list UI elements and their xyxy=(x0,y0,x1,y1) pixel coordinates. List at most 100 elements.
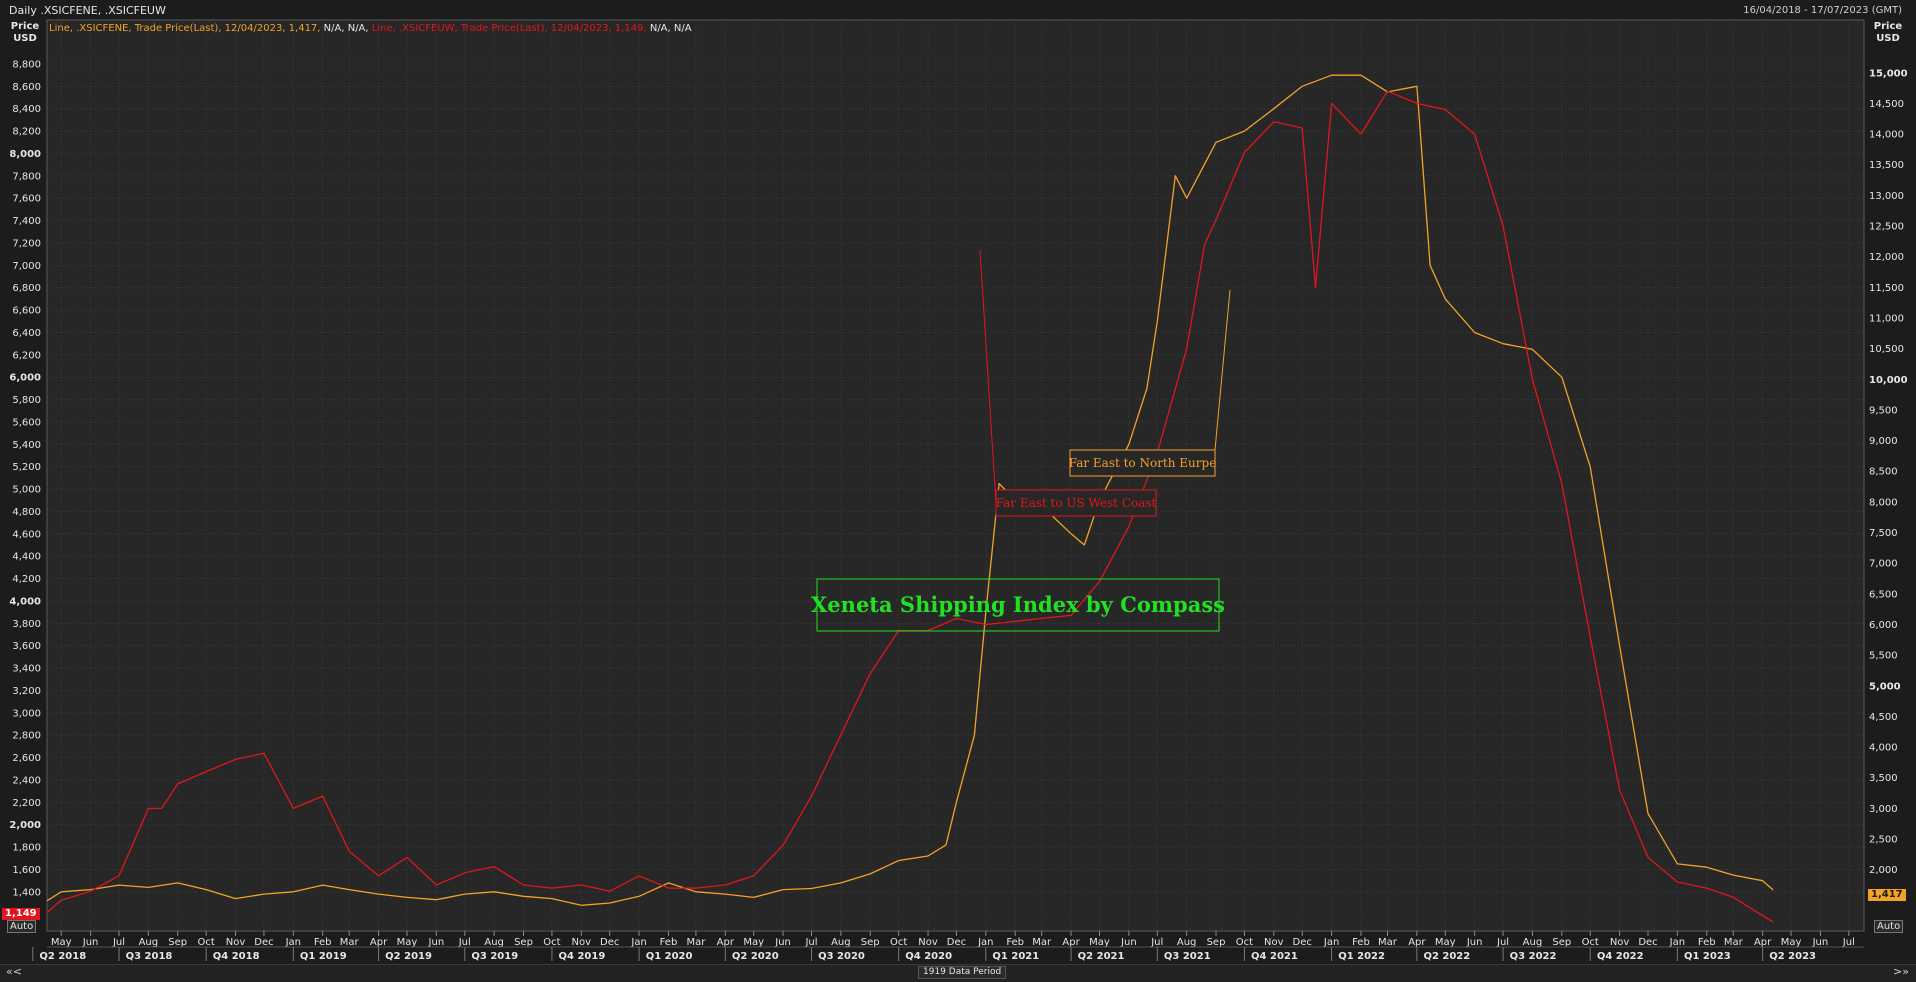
month-label: May xyxy=(397,937,418,948)
month-label: May xyxy=(1089,937,1110,948)
left-tick-label: 7,800 xyxy=(12,171,41,182)
left-tick-label: 6,600 xyxy=(12,306,41,317)
right-axis-title: Price USD xyxy=(1870,21,1906,45)
month-label: Nov xyxy=(1610,937,1630,948)
month-label: Dec xyxy=(947,937,966,948)
left-tick-label: 1,400 xyxy=(12,887,41,898)
month-label: Mar xyxy=(686,937,706,948)
left-tick-label: 2,800 xyxy=(12,731,41,742)
month-label: Dec xyxy=(1293,937,1312,948)
left-tick-label: 4,600 xyxy=(12,529,41,540)
scroll-right-button[interactable]: >» xyxy=(1893,965,1909,978)
right-tick-label: 12,000 xyxy=(1869,252,1904,263)
annotation-label: Far East to North Eurpe xyxy=(1069,456,1217,470)
annotation-box xyxy=(995,489,1157,517)
quarter-label: Q2 2023 xyxy=(1769,951,1816,962)
left-tick-label: 6,400 xyxy=(12,328,41,339)
right-tick-label: 2,500 xyxy=(1869,835,1898,846)
month-label: Jan xyxy=(1669,937,1685,948)
legend-series-north-europe[interactable]: Line, .XSICFENE, Trade Price(Last), 12/0… xyxy=(49,23,321,34)
quarter-label: Q4 2019 xyxy=(559,951,606,962)
left-tick-label: 4,000 xyxy=(9,596,41,607)
month-label: Oct xyxy=(1582,937,1599,948)
quarter-label: Q2 2022 xyxy=(1423,951,1470,962)
right-tick-label: 3,000 xyxy=(1869,804,1898,815)
right-tick-label: 4,500 xyxy=(1869,712,1898,723)
right-axis-title-line1: Price xyxy=(1873,21,1903,32)
month-label: Jul xyxy=(1150,937,1163,948)
month-label: Apr xyxy=(717,937,735,948)
legend-series-us-west-coast[interactable]: Line, .XSICFEUW, Trade Price(Last), 12/0… xyxy=(368,23,647,34)
left-tick-label: 8,800 xyxy=(12,59,41,70)
right-tick-label: 9,500 xyxy=(1869,405,1898,416)
right-axis-auto-button[interactable]: Auto xyxy=(1874,920,1904,933)
right-tick-label: 8,000 xyxy=(1869,497,1898,508)
quarter-label: Q3 2019 xyxy=(471,951,518,962)
annotation-leader xyxy=(979,249,997,504)
scroll-left-button[interactable]: «< xyxy=(6,965,22,978)
quarter-label: Q3 2021 xyxy=(1164,951,1211,962)
left-axis-title: Price USD xyxy=(8,21,42,45)
series-line-north-europe xyxy=(46,74,1774,906)
quarter-label: Q4 2018 xyxy=(213,951,260,962)
left-tick-label: 7,400 xyxy=(12,216,41,227)
date-range-label: 16/04/2018 - 17/07/2023 (GMT) xyxy=(1743,5,1902,16)
quarter-label: Q2 2018 xyxy=(39,951,86,962)
month-label: Jun xyxy=(1120,937,1137,948)
left-axis-auto-button[interactable]: Auto xyxy=(7,920,37,933)
month-label: Jun xyxy=(1812,937,1829,948)
chart-title: Xeneta Shipping Index by Compass xyxy=(811,592,1225,617)
month-label: May xyxy=(1781,937,1802,948)
month-label: Jul xyxy=(1842,937,1855,948)
annotation-leader xyxy=(1214,289,1231,451)
left-tick-label: 6,000 xyxy=(9,373,41,384)
right-tick-label: 11,000 xyxy=(1869,313,1904,324)
chart-window-title: Daily .XSICFENE, .XSICFEUW xyxy=(9,4,166,17)
month-label: Jul xyxy=(112,937,125,948)
data-period-label: 1919 Data Period xyxy=(918,966,1007,979)
month-label: Jan xyxy=(285,937,301,948)
right-tick-label: 9,000 xyxy=(1869,436,1898,447)
quarter-label: Q4 2022 xyxy=(1597,951,1644,962)
month-label: Nov xyxy=(918,937,938,948)
right-tick-label: 7,000 xyxy=(1869,559,1898,570)
month-label: Sep xyxy=(514,937,533,948)
left-tick-label: 4,800 xyxy=(12,507,41,518)
month-label: Mar xyxy=(1032,937,1052,948)
month-label: Mar xyxy=(1378,937,1398,948)
month-label: Apr xyxy=(1408,937,1426,948)
legend: Line, .XSICFENE, Trade Price(Last), 12/0… xyxy=(49,23,692,34)
month-label: Jun xyxy=(428,937,445,948)
left-tick-label: 3,000 xyxy=(12,708,41,719)
month-label: Sep xyxy=(168,937,187,948)
right-axis-title-line2: USD xyxy=(1876,33,1900,44)
left-tick-label: 7,600 xyxy=(12,194,41,205)
right-tick-label: 2,000 xyxy=(1869,865,1898,876)
month-label: Sep xyxy=(861,937,880,948)
month-label: Jul xyxy=(458,937,471,948)
left-tick-label: 8,200 xyxy=(12,127,41,138)
right-tick-label: 5,500 xyxy=(1869,651,1898,662)
month-label: Oct xyxy=(890,937,907,948)
month-label: Feb xyxy=(314,937,332,948)
right-tick-label: 6,000 xyxy=(1869,620,1898,631)
left-tick-label: 6,200 xyxy=(12,350,41,361)
month-label: Nov xyxy=(226,937,246,948)
month-label: Aug xyxy=(1177,937,1197,948)
left-tick-label: 3,200 xyxy=(12,686,41,697)
left-tick-label: 7,000 xyxy=(12,261,41,272)
left-tick-label: 8,400 xyxy=(12,104,41,115)
right-tick-label: 11,500 xyxy=(1869,283,1904,294)
left-tick-label: 5,200 xyxy=(12,462,41,473)
quarter-label: Q1 2020 xyxy=(646,951,693,962)
left-tick-label: 5,000 xyxy=(12,485,41,496)
month-label: Nov xyxy=(1264,937,1284,948)
left-tick-label: 7,200 xyxy=(12,238,41,249)
right-tick-label: 10,500 xyxy=(1869,344,1904,355)
plot-area xyxy=(46,19,1865,932)
left-tick-label: 8,000 xyxy=(9,149,41,160)
left-tick-label: 3,400 xyxy=(12,664,41,675)
right-tick-label: 14,500 xyxy=(1869,99,1904,110)
right-tick-label: 7,500 xyxy=(1869,528,1898,539)
